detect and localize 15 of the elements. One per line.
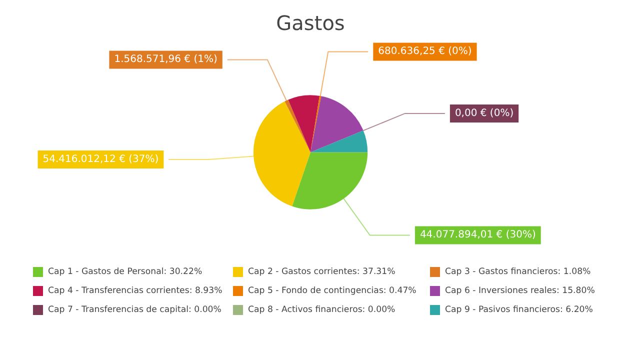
legend-label: Cap 7 - Transferencias de capital: 0.00% [48, 305, 222, 315]
legend-label: Cap 5 - Fondo de contingencias: 0.47% [248, 286, 416, 296]
legend-label: Cap 2 - Gastos corrientes: 37.31% [248, 267, 396, 277]
chart-title: Gastos [276, 11, 345, 35]
text: 0,00 € (0%) [454, 108, 514, 119]
data-label: 680.636,25 € (0%) [378, 46, 472, 58]
legend-label: Cap 8 - Activos financieros: 0.00% [248, 305, 396, 315]
data-label: 44.077.894,01 € (30%) [420, 230, 536, 241]
data-label: 54.416.012,12 € (37%) [42, 154, 159, 165]
legend-label: Cap 3 - Gastos financieros: 1.08% [445, 267, 591, 277]
legend-label: Cap 4 - Transferencias corrientes: 8.93% [48, 286, 222, 296]
legend-label: Cap 6 - Inversiones reales: 15.80% [445, 286, 595, 296]
legend-label: Cap 1 - Gastos de Personal: 30.22% [48, 267, 202, 277]
data-label: 1.568.571,96 € (1%) [114, 54, 218, 66]
legend-label: Cap 9 - Pasivos financieros: 6.20% [445, 305, 593, 315]
